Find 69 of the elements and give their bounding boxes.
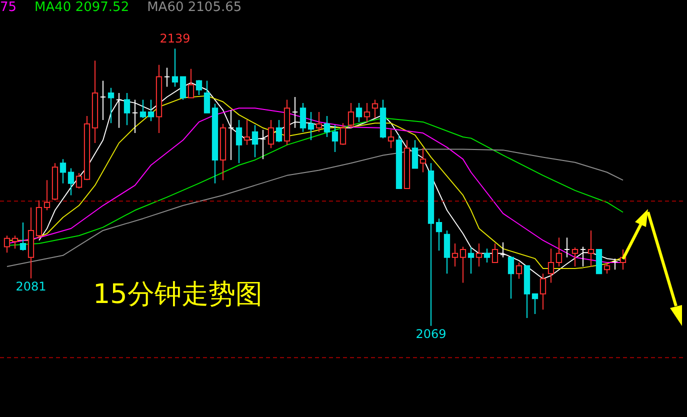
candlestick: [492, 243, 498, 264]
annotation: 2139: [160, 32, 190, 46]
candlestick: [612, 258, 618, 270]
candlestick: [580, 246, 586, 268]
candlestick: [460, 246, 466, 284]
candlestick: [532, 293, 538, 315]
annotation: 2069: [416, 326, 446, 341]
candlestick: [500, 242, 506, 258]
candlestick: [124, 92, 130, 126]
candlestick: [20, 222, 26, 252]
candlestick: [180, 76, 186, 100]
candlestick: [516, 262, 522, 280]
candlestick: [412, 140, 418, 169]
candlestick: [348, 102, 354, 128]
text: MA40 2097.52: [34, 0, 130, 15]
candlestick: [204, 80, 210, 114]
candlestick: [276, 119, 282, 143]
candlestick: [60, 158, 66, 184]
annotation: 15分钟走势图: [93, 278, 262, 312]
candlestick: [236, 119, 242, 164]
candlestick: [116, 92, 122, 128]
candlestick: [548, 248, 554, 284]
candlestick: [564, 237, 570, 258]
candlestick: [444, 230, 450, 274]
candlestick: [340, 122, 346, 146]
candlestick: [436, 218, 442, 252]
candlestick: [452, 243, 458, 268]
candlestick: [556, 237, 562, 268]
candlestick: [324, 116, 330, 138]
candlestick: [76, 172, 82, 189]
candlestick: [468, 246, 474, 274]
candlestick: [260, 129, 266, 160]
candlestick: [572, 246, 578, 268]
candlestick: [300, 102, 306, 132]
candlestick: [196, 79, 202, 96]
text: MA60 2105.65: [147, 0, 242, 15]
candlestick: [268, 119, 274, 149]
candlestick: [388, 129, 394, 149]
candlestick: [68, 168, 74, 196]
candlestick: [108, 87, 114, 124]
candlestick: [604, 262, 610, 274]
candlestick: [172, 48, 178, 88]
candlestick: [372, 99, 378, 118]
candlestick: [540, 273, 546, 310]
candlestick: [332, 124, 338, 153]
candlestick: [588, 230, 594, 268]
candlestick: [140, 99, 146, 118]
candlestick: [292, 96, 298, 128]
candlestick: [188, 68, 194, 98]
candlestick: [508, 256, 514, 300]
candlestick: [100, 80, 106, 120]
candlestick: [356, 102, 362, 122]
annotation: 2081: [16, 279, 46, 294]
candlestick: [164, 67, 170, 88]
candlestick: [252, 124, 258, 158]
candlestick: [308, 112, 314, 141]
candlestick: [484, 248, 490, 264]
candlestick: [316, 112, 322, 132]
candlestick: [12, 235, 18, 250]
candlestick: [420, 148, 426, 173]
candlestick: [132, 99, 138, 134]
candlestick: [476, 243, 482, 268]
candlestick: [4, 235, 10, 254]
text: 75: [0, 0, 17, 15]
candlestick: [148, 99, 154, 122]
candlestick: [228, 110, 234, 160]
candlestick: [244, 119, 250, 146]
candlestick: [44, 180, 50, 211]
candlestick: [364, 102, 370, 122]
